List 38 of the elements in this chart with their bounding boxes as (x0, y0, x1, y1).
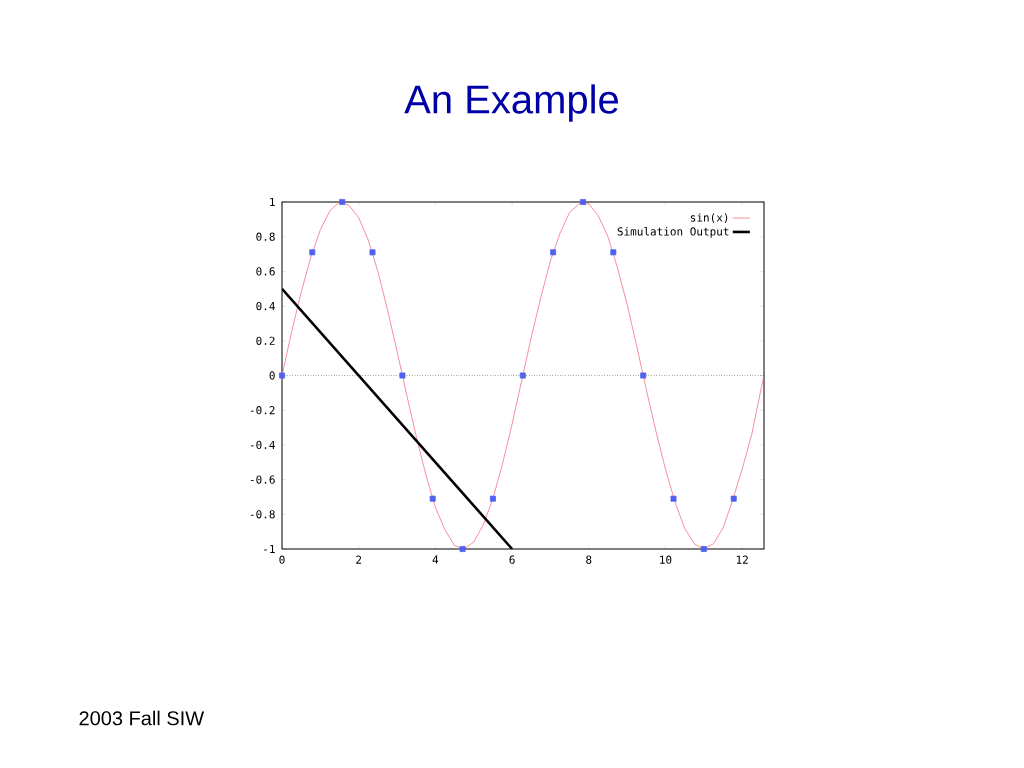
x-tick-label: 4 (432, 555, 439, 564)
point (309, 249, 316, 256)
x-tick-label: 6 (509, 555, 515, 564)
point (580, 199, 586, 205)
point (339, 199, 346, 205)
point (670, 495, 677, 502)
x-tick-label: 12 (736, 555, 748, 564)
y-tick-label: -0.8 (250, 510, 275, 519)
legend-label: Simulation Output (617, 227, 729, 238)
point (640, 372, 647, 379)
y-tick-label: 0.8 (256, 232, 275, 241)
point (279, 372, 285, 379)
y-tick-label: 0.2 (256, 336, 275, 345)
chart-title: An Example (404, 84, 618, 122)
point (489, 495, 496, 502)
y-tick-label: -1 (264, 544, 275, 554)
y-tick-label: 0.6 (256, 267, 275, 276)
point (610, 249, 617, 256)
x-tick-label: 10 (660, 555, 672, 564)
y-tick-label: -0.4 (250, 440, 275, 450)
y-tick-label: 0.4 (256, 301, 275, 311)
y-tick-label: 1 (270, 197, 275, 206)
point (700, 546, 707, 552)
y-tick-label: -0.6 (250, 475, 275, 484)
legend-label: sin(x) (690, 213, 728, 223)
x-tick-label: 8 (586, 555, 592, 564)
x-tick-label: 0 (279, 555, 285, 564)
point (429, 495, 436, 502)
y-tick-label: 0 (269, 371, 275, 380)
point (730, 495, 737, 502)
point (399, 372, 406, 379)
point (369, 249, 376, 256)
point (519, 372, 526, 379)
point (550, 249, 557, 256)
text: 2003 Fall SIW (79, 710, 205, 726)
point (459, 546, 466, 552)
x-tick-label: 2 (356, 555, 362, 564)
y-tick-label: -0.2 (250, 406, 275, 415)
